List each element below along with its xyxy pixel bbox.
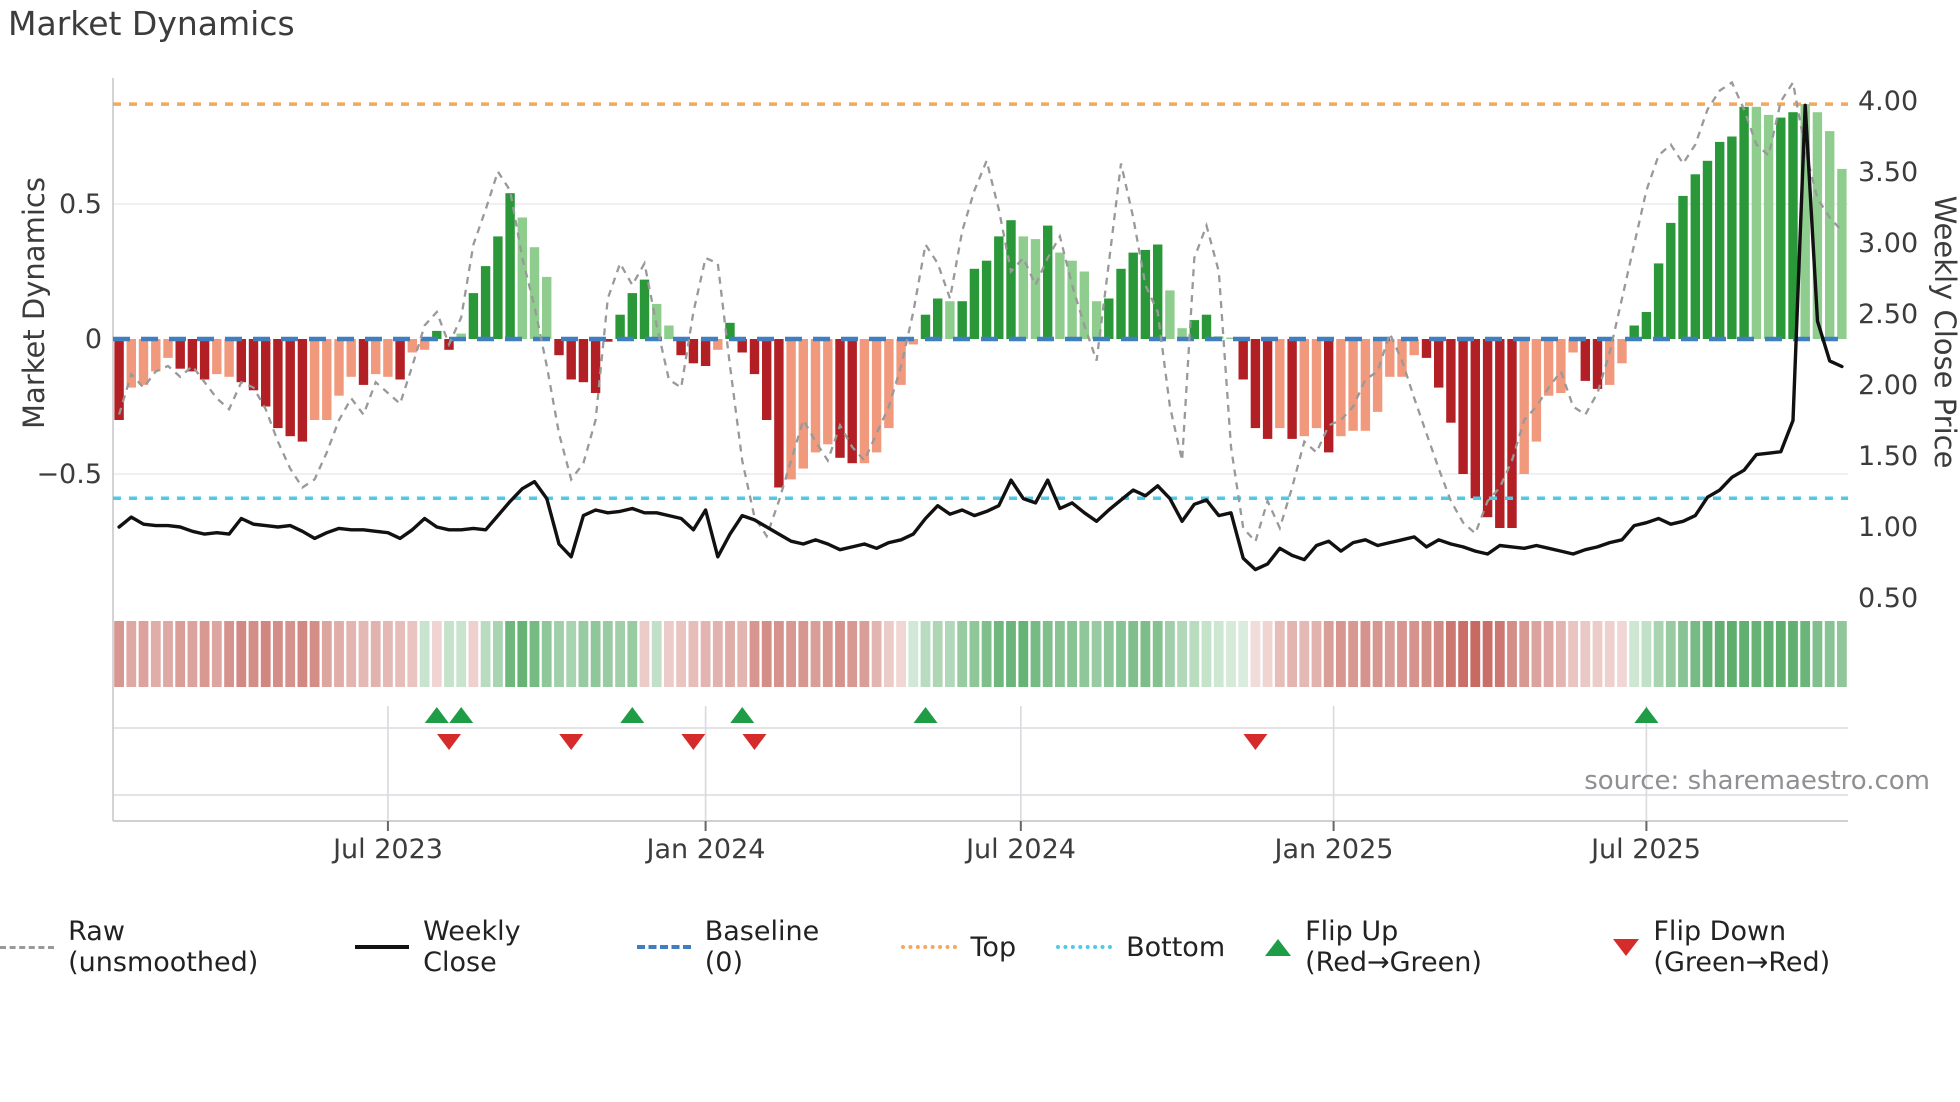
x-tick-jul-2023: Jul 2023 <box>333 834 443 865</box>
legend: Raw (unsmoothed) Weekly Close Baseline (… <box>0 916 1960 978</box>
legend-item-flip-down: Flip Down (Green→Red) <box>1613 916 1960 978</box>
x-tick-jan-2024: Jan 2024 <box>646 834 766 865</box>
legend-item-raw: Raw (unsmoothed) <box>0 916 315 978</box>
cyan-dotted-line-icon <box>1056 945 1113 949</box>
legend-label-flip-down: Flip Down (Green→Red) <box>1653 916 1831 978</box>
source-credit: source: sharemaestro.com <box>1584 766 1930 796</box>
legend-item-weekly-close: Weekly Close <box>355 916 597 978</box>
green-up-triangle-icon <box>1265 938 1292 956</box>
right-tick-200: 2.00 <box>1858 370 1919 401</box>
x-tick-jul-2025: Jul 2025 <box>1591 834 1701 865</box>
legend-label-raw: Raw (unsmoothed) <box>68 916 259 978</box>
legend-label-baseline: Baseline (0) <box>704 916 820 978</box>
right-tick-050: 0.50 <box>1858 583 1919 614</box>
red-down-triangle-icon <box>1613 938 1640 956</box>
chart-title: Market Dynamics <box>8 4 295 43</box>
legend-item-top: Top <box>900 931 1017 963</box>
x-tick-jul-2024: Jul 2024 <box>966 834 1076 865</box>
legend-label-weekly-close: Weekly Close <box>423 916 521 978</box>
right-tick-100: 1.00 <box>1858 512 1919 543</box>
legend-label-top: Top <box>970 931 1017 963</box>
legend-label-bottom: Bottom <box>1126 931 1226 963</box>
left-tick-0-5: 0.5 <box>59 189 102 220</box>
left-tick-neg-0-5: −0.5 <box>36 459 102 490</box>
orange-dotted-line-icon <box>900 945 957 949</box>
legend-label-flip-up: Flip Up (Red→Green) <box>1305 916 1482 978</box>
right-tick-400: 4.00 <box>1858 86 1919 117</box>
solid-line-icon <box>355 945 410 949</box>
right-axis-title: Weekly Close Price <box>1928 195 1960 469</box>
legend-item-bottom: Bottom <box>1056 932 1225 963</box>
x-tick-jan-2025: Jan 2025 <box>1274 834 1394 865</box>
left-tick-0: 0 <box>84 324 102 355</box>
right-tick-300: 3.00 <box>1858 228 1919 259</box>
blue-dashed-line-icon <box>636 945 691 949</box>
right-tick-350: 3.50 <box>1858 157 1919 188</box>
right-tick-250: 2.50 <box>1858 299 1919 330</box>
right-tick-150: 1.50 <box>1858 441 1919 472</box>
raw-dashed-line-icon <box>0 945 55 949</box>
legend-item-flip-up: Flip Up (Red→Green) <box>1265 916 1573 978</box>
legend-item-baseline: Baseline (0) <box>636 916 861 978</box>
